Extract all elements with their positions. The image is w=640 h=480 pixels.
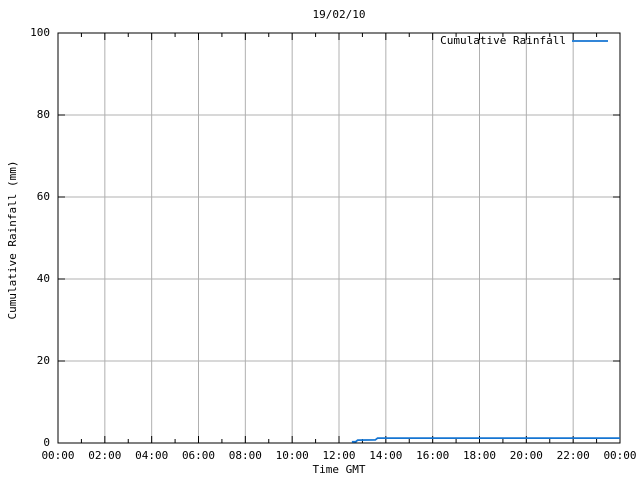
x-tick-label: 00:00	[41, 449, 75, 462]
chart-title: 19/02/10	[312, 8, 366, 21]
x-tick-label: 06:00	[181, 449, 216, 462]
x-tick-label: 10:00	[275, 449, 309, 462]
x-tick-label: 22:00	[556, 449, 590, 462]
plot-border	[57, 32, 621, 444]
y-tick-label: 80	[36, 108, 50, 121]
y-tick-label: 0	[43, 436, 50, 449]
y-tick-label: 100	[30, 26, 50, 39]
y-tick-label: 20	[36, 354, 50, 367]
rainfall-series-line	[351, 437, 620, 443]
x-tick-label: 16:00	[416, 449, 450, 462]
x-tick-label: 14:00	[369, 449, 403, 462]
legend-label: Cumulative Rainfall	[440, 34, 566, 47]
y-axis-title: Cumulative Rainfall (mm)	[6, 160, 19, 320]
y-tick-label: 60	[36, 190, 50, 203]
x-tick-label: 00:00	[603, 449, 637, 462]
x-tick-label: 02:00	[88, 449, 122, 462]
x-tick-label: 12:00	[322, 449, 356, 462]
x-tick-label: 04:00	[135, 449, 169, 462]
x-axis-title: Time GMT	[312, 463, 366, 476]
x-tick-label: 08:00	[228, 449, 262, 462]
x-tick-label: 20:00	[509, 449, 543, 462]
x-tick-label: 18:00	[462, 449, 497, 462]
y-tick-label: 40	[36, 272, 50, 285]
